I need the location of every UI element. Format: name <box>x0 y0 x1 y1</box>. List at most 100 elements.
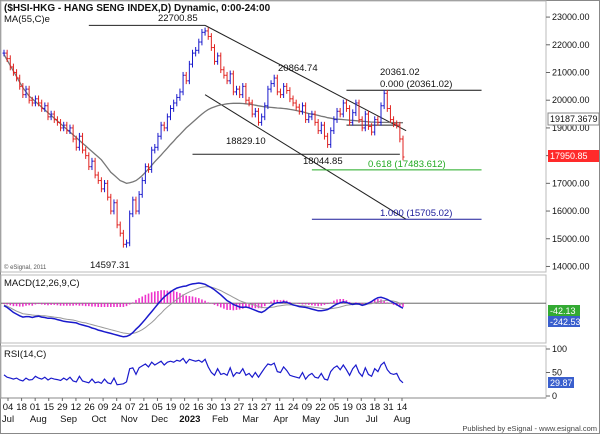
x-month-label: Apr <box>273 414 288 425</box>
signal-value-badge: -242.53 <box>548 316 581 327</box>
price-bar <box>153 143 157 154</box>
rsi-label: RSI(14,C) <box>4 349 46 360</box>
macd-signal-line <box>3 286 404 335</box>
price-bar <box>30 96 34 107</box>
price-bar <box>288 87 292 103</box>
rsi-y-tick-label: 0 <box>552 391 557 401</box>
price-bar <box>99 177 103 193</box>
x-day-label: 11 <box>275 402 285 413</box>
x-day-label: 18 <box>370 402 381 413</box>
x-axis: 04 18 01 15 29 12 26 09 24 07 21 05 19 02 16 30 13 27 13 27… <box>1 397 546 425</box>
price-bar <box>225 71 229 85</box>
price-bar <box>228 70 232 85</box>
price-bar <box>206 27 210 40</box>
price-bar <box>103 180 107 193</box>
channel-lower-line <box>204 94 407 220</box>
x-day-label: 03 <box>356 402 367 413</box>
x-day-label: 09 <box>98 402 109 413</box>
price-bar <box>354 99 358 117</box>
price-bar <box>332 116 336 135</box>
label-fib-0: 0.000 (20361.02) <box>380 79 452 90</box>
price-bar <box>33 95 37 107</box>
label-fib-100: 1.000 (15705.02) <box>380 208 452 219</box>
x-day-label: 18 <box>16 402 27 413</box>
price-bar <box>291 95 295 107</box>
price-y-tick-label: 21000.00 <box>552 68 590 78</box>
x-day-label: 07 <box>125 402 136 413</box>
price-bar <box>140 177 144 198</box>
signal-value-text: -242.53 <box>550 317 581 327</box>
price-bar <box>241 83 245 98</box>
price-y-tick-label: 23000.00 <box>552 12 590 22</box>
price-bar <box>382 89 386 110</box>
price-bar <box>238 85 242 98</box>
price-y-tick-label: 16000.00 <box>552 206 590 216</box>
price-bar <box>150 146 154 173</box>
last-price-badge: 17950.85 <box>548 150 599 162</box>
x-month-label: Jul <box>2 414 14 425</box>
x-month-label: Nov <box>121 414 138 425</box>
price-bar <box>68 124 72 135</box>
x-day-label: 01 <box>30 402 41 413</box>
price-bar <box>118 221 122 237</box>
price-bar <box>49 110 53 121</box>
price-bar <box>300 102 304 115</box>
price-bar <box>90 157 94 171</box>
price-y-tick-label: 22000.00 <box>552 40 590 50</box>
price-bar <box>65 121 69 135</box>
last-price-badge-bg <box>548 150 599 162</box>
x-month-label: Oct <box>92 414 107 425</box>
price-bar <box>24 85 28 98</box>
price-bar <box>52 110 56 123</box>
last-price-text: 17950.85 <box>550 151 588 161</box>
price-bar <box>203 27 207 36</box>
x-day-label: 13 <box>220 402 231 413</box>
price-bar <box>278 88 282 98</box>
rsi-value-badge-bg <box>548 377 574 388</box>
x-month-label: Jul <box>366 414 378 425</box>
ma-value-badge-bg <box>547 112 600 126</box>
x-day-label: 30 <box>207 402 218 413</box>
price-bar <box>187 60 191 85</box>
price-bar <box>115 199 119 229</box>
price-bar <box>275 74 279 96</box>
rsi-value-text: 29.87 <box>550 378 573 388</box>
price-bar <box>341 99 345 118</box>
rsi-y-tick-label: 100 <box>552 344 567 354</box>
price-bar <box>247 96 251 107</box>
price-bar <box>143 163 147 184</box>
price-bar <box>74 135 78 151</box>
price-bar <box>222 66 226 79</box>
price-bar <box>313 110 317 126</box>
price-bar <box>307 113 311 123</box>
price-bar <box>165 113 169 132</box>
label-low-14597: 14597.31 <box>90 260 130 271</box>
price-y-tick-label: 15000.00 <box>552 234 590 244</box>
price-bar <box>121 229 125 248</box>
x-day-label: 05 <box>329 402 340 413</box>
price-bar <box>338 107 342 118</box>
label-high-20361: 20361.02 <box>380 67 420 78</box>
x-day-label: 27 <box>261 402 272 413</box>
price-bar <box>169 105 173 121</box>
x-day-label: 31 <box>383 402 394 413</box>
price-bar <box>93 157 97 179</box>
price-bar <box>244 83 248 104</box>
price-bar <box>197 38 201 54</box>
rsi-panel-frame <box>0 345 547 399</box>
price-bar <box>363 110 367 132</box>
price-bar <box>106 180 110 201</box>
channel-upper-line <box>204 24 407 132</box>
label-low-18044: 18044.85 <box>303 156 343 167</box>
price-bar <box>194 47 198 57</box>
price-bar <box>297 103 301 115</box>
price-bar <box>322 121 326 140</box>
x-month-label: 2023 <box>179 414 200 425</box>
x-day-label: 21 <box>139 402 150 413</box>
label-low-18829: 18829.10 <box>226 136 266 147</box>
price-bar <box>21 83 25 98</box>
price-bar <box>234 85 238 96</box>
price-bar <box>18 74 22 90</box>
price-y-tick-label: 20000.00 <box>552 95 590 105</box>
